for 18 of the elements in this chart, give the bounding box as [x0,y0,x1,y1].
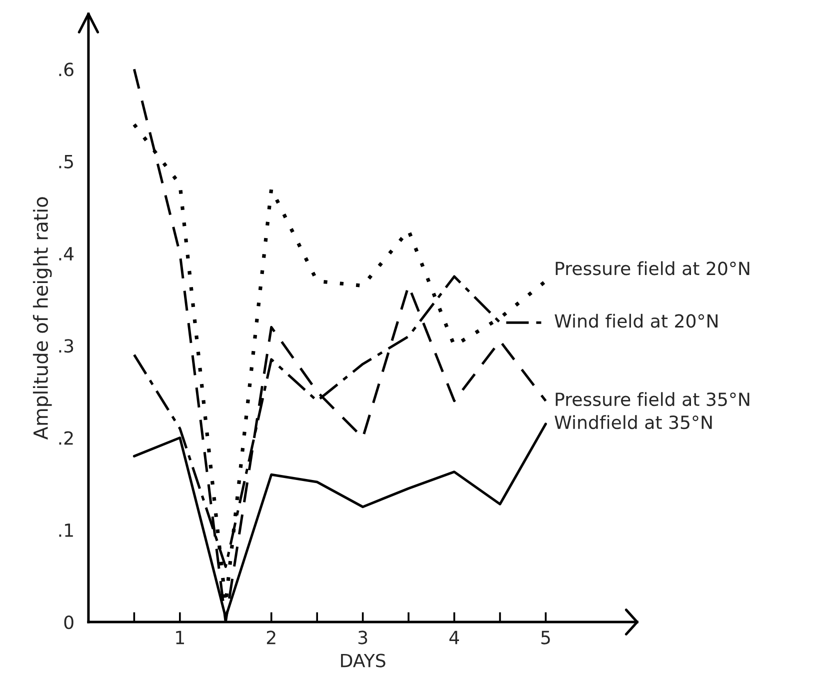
x-tick-label: 4 [449,630,460,644]
series-label: Wind field at 20°N [554,314,718,328]
series-label: Pressure field at 35°N [556,392,750,406]
x-tick-label: 3 [358,630,368,644]
y-tick-label: .3 [59,339,74,353]
y-tick-label: .1 [59,524,73,537]
y-tick-label: .2 [59,431,73,445]
series-label: Pressure field at 20°N [556,261,750,276]
y-axis-title: Amplitude of height ratio [32,197,52,440]
y-tick-label: .5 [59,155,73,168]
x-tick-label: 2 [266,630,276,644]
y-tick-label: .6 [59,62,74,76]
x-tick-label: 1 [176,630,184,644]
x-axis-title: DAYS [341,654,386,668]
x-tick-label: 5 [541,630,550,644]
series-label: Windfield at 35°N [554,415,712,430]
y-tick-label: .4 [59,247,74,260]
y-tick-label: 0 [64,615,74,630]
